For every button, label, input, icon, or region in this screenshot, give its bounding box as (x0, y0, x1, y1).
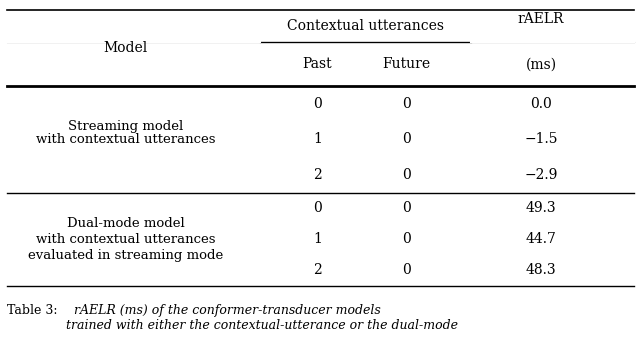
Text: Future: Future (383, 57, 431, 71)
Text: Past: Past (303, 57, 332, 71)
Text: 1: 1 (313, 232, 322, 246)
Text: Contextual utterances: Contextual utterances (287, 19, 444, 33)
Text: 2: 2 (313, 263, 322, 277)
Text: Streaming model: Streaming model (68, 120, 183, 133)
Text: 48.3: 48.3 (525, 263, 556, 277)
Text: Table 3:: Table 3: (7, 304, 58, 317)
Text: Dual-mode model: Dual-mode model (67, 217, 184, 230)
Text: 0: 0 (313, 201, 322, 215)
Text: 1: 1 (313, 133, 322, 147)
Text: −1.5: −1.5 (524, 133, 557, 147)
Text: 0: 0 (403, 232, 411, 246)
Text: −2.9: −2.9 (524, 168, 557, 182)
Text: 0: 0 (403, 168, 411, 182)
Text: 2: 2 (313, 168, 322, 182)
Text: 0: 0 (403, 97, 411, 111)
Text: rAELR (ms) of the conformer-transducer models
trained with either the contextual: rAELR (ms) of the conformer-transducer m… (66, 304, 458, 333)
Text: with contextual utterances: with contextual utterances (36, 233, 215, 246)
Text: (ms): (ms) (525, 57, 557, 71)
Text: 0.0: 0.0 (530, 97, 552, 111)
Text: 0: 0 (403, 263, 411, 277)
Text: 44.7: 44.7 (525, 232, 556, 246)
Text: 0: 0 (403, 201, 411, 215)
Text: evaluated in streaming mode: evaluated in streaming mode (28, 249, 223, 262)
Text: 0: 0 (403, 133, 411, 147)
Text: 0: 0 (313, 97, 322, 111)
Text: 49.3: 49.3 (525, 201, 556, 215)
Text: Model: Model (104, 41, 148, 55)
Text: with contextual utterances: with contextual utterances (36, 133, 215, 146)
Text: rAELR: rAELR (518, 13, 564, 27)
